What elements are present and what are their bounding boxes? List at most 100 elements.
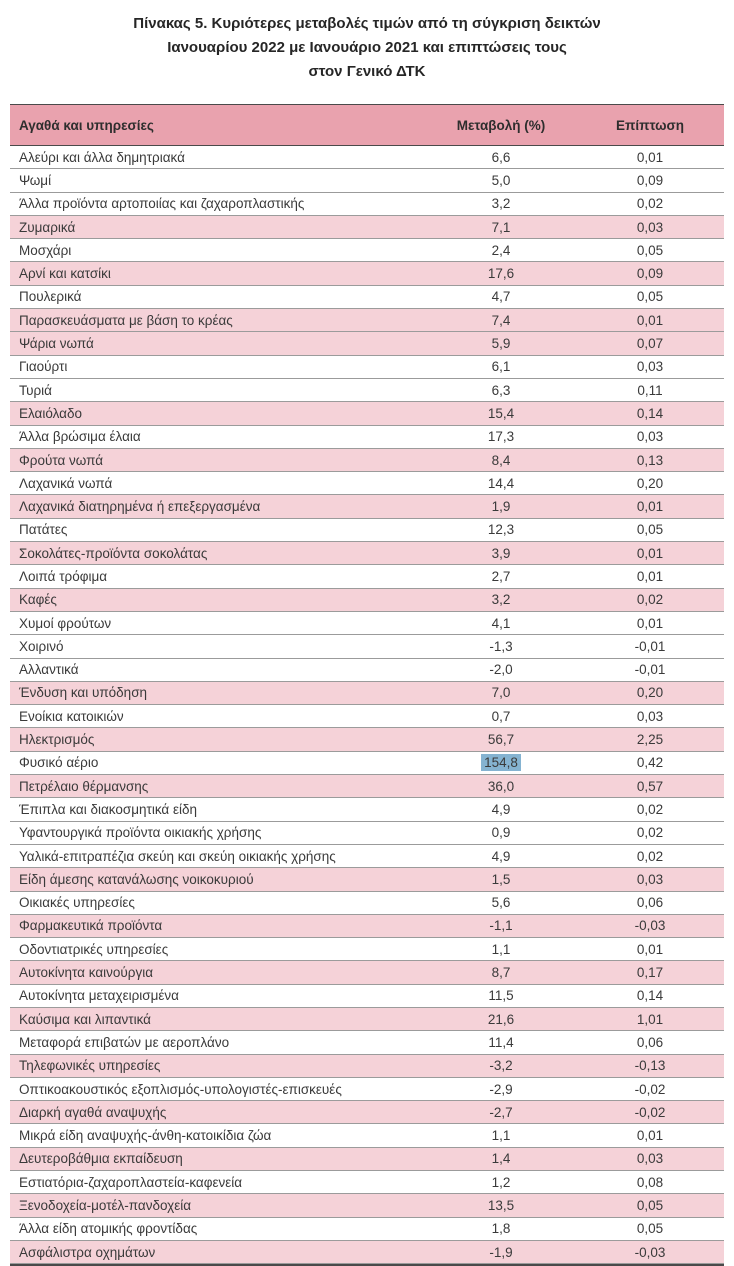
table-row: Μεταφορά επιβατών με αεροπλάνο 11,4 0,06	[10, 1031, 724, 1055]
row-label: Λαχανικά νωπά	[19, 475, 113, 491]
row-label: Ασφάλιστρα οχημάτων	[19, 1244, 156, 1260]
row-label: Διαρκή αγαθά αναψυχής	[19, 1104, 167, 1120]
table-row: Ενοίκια κατοικιών 0,7 0,03	[10, 705, 724, 729]
row-change-cell: 17,6	[426, 266, 576, 281]
row-change-value: 7,4	[491, 312, 511, 328]
row-change-value: 3,2	[491, 196, 511, 212]
row-impact-value: 0,11	[637, 382, 663, 398]
table-row: Εστιατόρια-ζαχαροπλαστεία-καφενεία 1,2 0…	[10, 1171, 724, 1195]
row-change-value: -2,9	[489, 1081, 513, 1097]
table-row: Οικιακές υπηρεσίες 5,6 0,06	[10, 892, 724, 915]
row-change-value: 5,9	[491, 336, 511, 352]
row-impact-value: 0,09	[636, 266, 664, 282]
row-label: Ελαιόλαδο	[19, 405, 82, 421]
row-change-cell: 8,7	[426, 965, 576, 980]
row-change-value: 11,5	[488, 988, 514, 1004]
row-change-value: 1,4	[491, 1151, 511, 1167]
row-change-value: 4,9	[491, 801, 511, 817]
row-change-cell: 1,1	[426, 942, 576, 957]
row-impact-value: -0,01	[634, 638, 666, 654]
row-change-value: 17,6	[487, 266, 515, 282]
table-header-row: Αγαθά και υπηρεσίες Μεταβολή (%) Επίπτωσ…	[10, 105, 724, 146]
row-change-cell: 14,4	[426, 476, 576, 491]
row-label: Ένδυση και υπόδηση	[19, 685, 148, 701]
row-impact-value: 0,01	[636, 149, 664, 165]
table-row: Φαρμακευτικά προϊόντα -1,1 -0,03	[10, 914, 724, 939]
row-label: Τυριά	[19, 382, 52, 398]
table-row: Ψάρια νωπά 5,9 0,07	[10, 332, 724, 356]
row-label: Υφαντουργικά προϊόντα οικιακής χρήσης	[19, 825, 262, 841]
row-change-cell: -2,7	[426, 1105, 576, 1120]
row-label: Αυτοκίνητα μεταχειρισμένα	[19, 988, 179, 1004]
column-header-impact: Επίπτωση	[616, 117, 684, 133]
table-row: Έπιπλα και διακοσμητικά είδη 4,9 0,02	[10, 798, 724, 822]
row-change-cell: 13,5	[426, 1198, 576, 1213]
row-impact-value: 0,14	[636, 988, 664, 1004]
row-impact-value: -0,02	[634, 1104, 666, 1120]
row-label: Αρνί και κατσίκι	[19, 266, 111, 282]
row-change-cell: 5,9	[426, 336, 576, 351]
row-label: Καφές	[19, 592, 57, 608]
row-change-value: 56,7	[487, 732, 515, 748]
row-change-cell: 8,4	[426, 453, 576, 468]
row-change-value: 2,7	[491, 568, 511, 584]
row-label: Χοιρινό	[19, 638, 64, 654]
row-label: Δευτεροβάθμια εκπαίδευση	[19, 1151, 183, 1167]
table-row: Πουλερικά 4,7 0,05	[10, 286, 724, 310]
row-change-cell: 3,9	[426, 546, 576, 561]
row-impact-value: 0,05	[636, 289, 664, 305]
row-change-cell: -1,9	[426, 1245, 576, 1260]
row-label: Πατάτες	[19, 522, 68, 538]
row-label: Άλλα βρώσιμα έλαια	[19, 429, 141, 445]
row-impact-value: 0,13	[636, 452, 664, 468]
table-row: Αυτοκίνητα καινούργια 8,7 0,17	[10, 961, 724, 985]
table-row: Ασφάλιστρα οχημάτων -1,9 -0,03	[10, 1240, 724, 1265]
row-change-cell: 21,6	[426, 1012, 576, 1027]
table-row: Λαχανικά διατηρημένα ή επεξεργασμένα 1,9…	[10, 495, 724, 519]
row-change-value: 4,1	[491, 615, 511, 631]
column-header-goods: Αγαθά και υπηρεσίες	[19, 117, 154, 133]
table-row: Πατάτες 12,3 0,05	[10, 519, 724, 543]
row-impact-value: -0,13	[634, 1058, 666, 1074]
price-changes-table: Αγαθά και υπηρεσίες Μεταβολή (%) Επίπτωσ…	[10, 104, 724, 1266]
row-change-value: 154,8	[481, 754, 521, 772]
table-row: Οδοντιατρικές υπηρεσίες 1,1 0,01	[10, 938, 724, 962]
row-change-value: 14,4	[487, 475, 515, 491]
row-change-cell: 2,4	[426, 243, 576, 258]
row-label: Γιαούρτι	[19, 359, 68, 375]
row-change-value: -2,0	[489, 662, 513, 678]
table-row: Άλλα προϊόντα αρτοποιίας και ζαχαροπλαστ…	[10, 193, 724, 216]
row-label: Φρούτα νωπά	[19, 452, 104, 468]
table-row: Αρνί και κατσίκι 17,6 0,09	[10, 262, 724, 286]
table-row: Σοκολάτες-προϊόντα σοκολάτας 3,9 0,01	[10, 542, 724, 566]
row-label: Οπτικοακουστικός εξοπλισμός-υπολογιστές-…	[19, 1081, 342, 1097]
row-change-cell: 1,1	[426, 1128, 576, 1143]
table-row: Είδη άμεσης κατανάλωσης νοικοκυριού 1,5 …	[10, 868, 724, 892]
row-change-cell: 11,4	[426, 1035, 576, 1050]
row-label: Άλλα προϊόντα αρτοποιίας και ζαχαροπλαστ…	[19, 196, 305, 212]
row-change-value: 0,9	[491, 825, 511, 841]
row-change-value: 3,2	[491, 592, 511, 608]
row-impact-value: 0,14	[636, 405, 664, 421]
row-label: Φυσικό αέριο	[19, 755, 99, 771]
table-row: Λαχανικά νωπά 14,4 0,20	[10, 472, 724, 496]
row-label: Άλλα είδη ατομικής φροντίδας	[19, 1221, 198, 1237]
row-change-value: 5,0	[491, 172, 511, 188]
row-change-cell: 36,0	[426, 779, 576, 794]
row-change-value: 6,3	[491, 382, 511, 398]
row-impact-value: 0,03	[636, 708, 664, 724]
row-impact-value: 0,05	[636, 522, 664, 538]
table-row: Φρούτα νωπά 8,4 0,13	[10, 448, 724, 473]
row-change-value: 8,7	[491, 965, 511, 981]
row-change-cell: 1,5	[426, 872, 576, 887]
row-change-cell: 7,0	[426, 685, 576, 700]
table-row: Αλλαντικά -2,0 -0,01	[10, 659, 724, 682]
row-label: Οδοντιατρικές υπηρεσίες	[19, 941, 169, 957]
title-line-2: Ιανουαρίου 2022 με Ιανουάριο 2021 και επ…	[167, 39, 567, 56]
table-row: Αυτοκίνητα μεταχειρισμένα 11,5 0,14	[10, 985, 724, 1008]
row-impact-value: 0,02	[636, 196, 664, 212]
row-change-cell: -2,9	[426, 1082, 576, 1097]
table-row: Γιαούρτι 6,1 0,03	[10, 356, 724, 379]
row-label: Έπιπλα και διακοσμητικά είδη	[19, 801, 197, 817]
row-impact-value: 0,02	[636, 592, 664, 608]
